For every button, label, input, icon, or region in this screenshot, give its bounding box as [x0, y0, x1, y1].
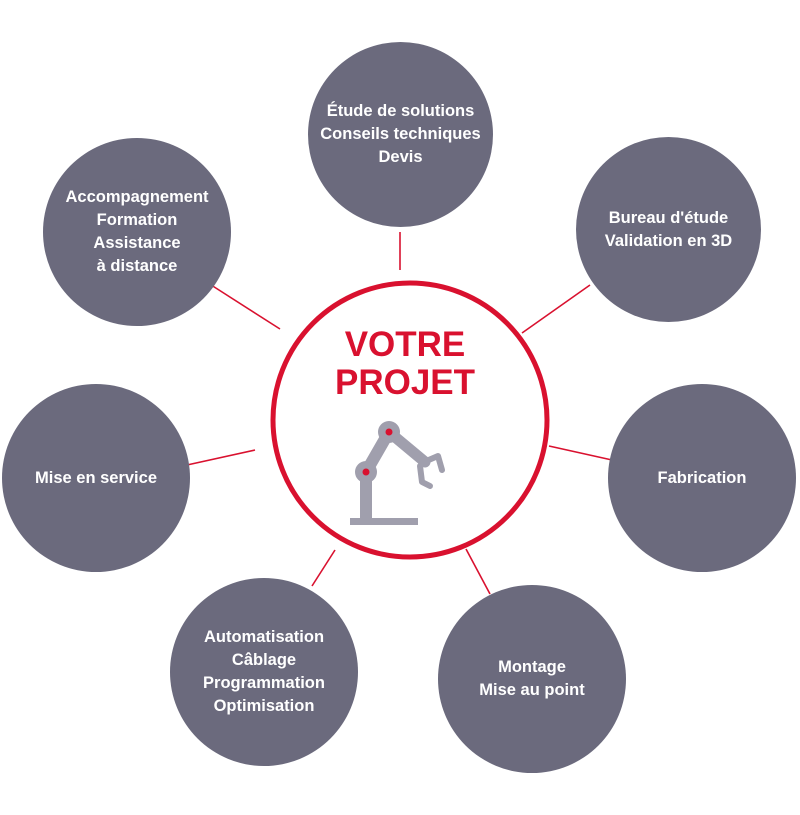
node-accompagnement-line-3: Assistance [93, 234, 181, 252]
node-bureau-line-1: Bureau d'étude [608, 208, 729, 227]
center-title: VOTRE PROJET [270, 326, 540, 402]
node-automatisation-line-4: Optimisation [213, 697, 315, 715]
node-mise-en-service-line-1: Mise en service [35, 468, 157, 487]
node-fabrication: Fabrication [608, 384, 796, 572]
node-etude-line-3: Devis [378, 148, 423, 166]
center-title-line-2: PROJET [334, 363, 476, 402]
node-montage: Montage Mise au point [438, 585, 626, 773]
node-etude: Étude de solutions Conseils techniques D… [308, 42, 493, 227]
node-montage-line-2: Mise au point [479, 681, 585, 699]
node-accompagnement-line-4: à distance [96, 257, 178, 275]
connector-bureau [521, 284, 591, 334]
node-mise-en-service: Mise en service [2, 384, 190, 572]
connector-accompagnement [207, 282, 281, 330]
connector-automatisation [311, 549, 336, 587]
robot-arm-icon [350, 421, 445, 525]
center-title-line-1: VOTRE [344, 325, 466, 364]
connector-fabrication [548, 445, 613, 461]
node-etude-line-2: Conseils techniques [320, 125, 481, 143]
node-automatisation-line-3: Programmation [203, 674, 325, 692]
node-automatisation-line-2: Câblage [231, 651, 297, 669]
node-accompagnement-line-2: Formation [96, 211, 178, 229]
node-bureau: Bureau d'étude Validation en 3D [576, 137, 761, 322]
node-fabrication-line-1: Fabrication [657, 468, 747, 487]
node-montage-line-1: Montage [498, 658, 566, 676]
node-accompagnement: Accompagnement Formation Assistance à di… [43, 138, 231, 326]
node-accompagnement-line-1: Accompagnement [65, 188, 209, 206]
connectors [186, 232, 613, 595]
connector-montage [465, 548, 491, 595]
center-ring [270, 280, 550, 560]
node-automatisation: Automatisation Câblage Programmation Opt… [170, 578, 358, 766]
node-bureau-line-2: Validation en 3D [604, 231, 733, 250]
connector-mise-en-service [186, 449, 256, 466]
node-automatisation-line-1: Automatisation [203, 628, 325, 646]
node-etude-line-1: Étude de solutions [326, 102, 475, 120]
